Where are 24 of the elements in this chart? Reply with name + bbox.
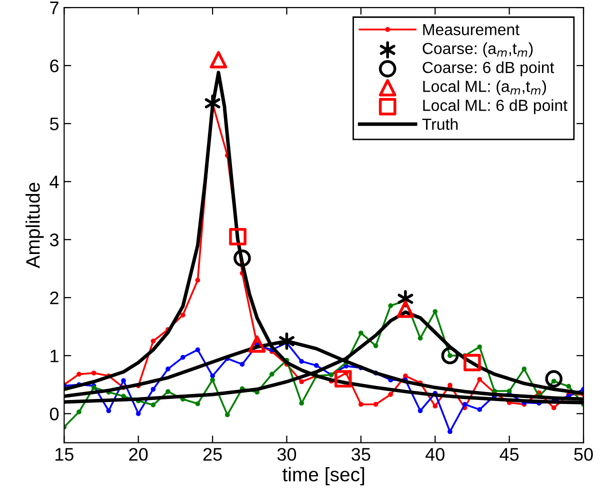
x-tick-label: 25	[203, 448, 222, 461]
x-axis-title: time [sec]	[282, 467, 364, 486]
y-tick-label: 4	[50, 176, 59, 188]
legend-label: Truth	[422, 118, 458, 130]
x-tick-label: 50	[574, 448, 593, 461]
y-tick-label: 5	[50, 118, 59, 130]
x-tick-label: 35	[352, 448, 370, 461]
x-tick-label: 45	[500, 448, 519, 461]
x-tick-label: 15	[55, 448, 74, 461]
legend-label: Coarse: 6 dB point	[422, 61, 554, 76]
y-tick-label: 2	[50, 292, 58, 304]
legend-label: Local ML: (a$_{m}$,t$_{m}$)	[423, 80, 546, 96]
x-tick-label: 20	[129, 448, 148, 461]
y-axis-title: Amplitude	[26, 182, 44, 268]
y-tick-label: 6	[50, 59, 58, 72]
legend-label: Local ML: 6 dB point	[423, 99, 568, 114]
y-tick-label: 3	[50, 234, 58, 246]
legend-label: Measurement	[423, 24, 520, 36]
x-tick-label: 30	[277, 448, 296, 461]
legend-label: Coarse: (a$_{m}$,t$_{m}$)	[422, 42, 533, 58]
y-tick-label: 1	[50, 350, 58, 362]
y-tick-label: 7	[50, 2, 58, 14]
y-tick-label: 0	[50, 408, 59, 420]
x-tick-label: 40	[425, 448, 444, 461]
